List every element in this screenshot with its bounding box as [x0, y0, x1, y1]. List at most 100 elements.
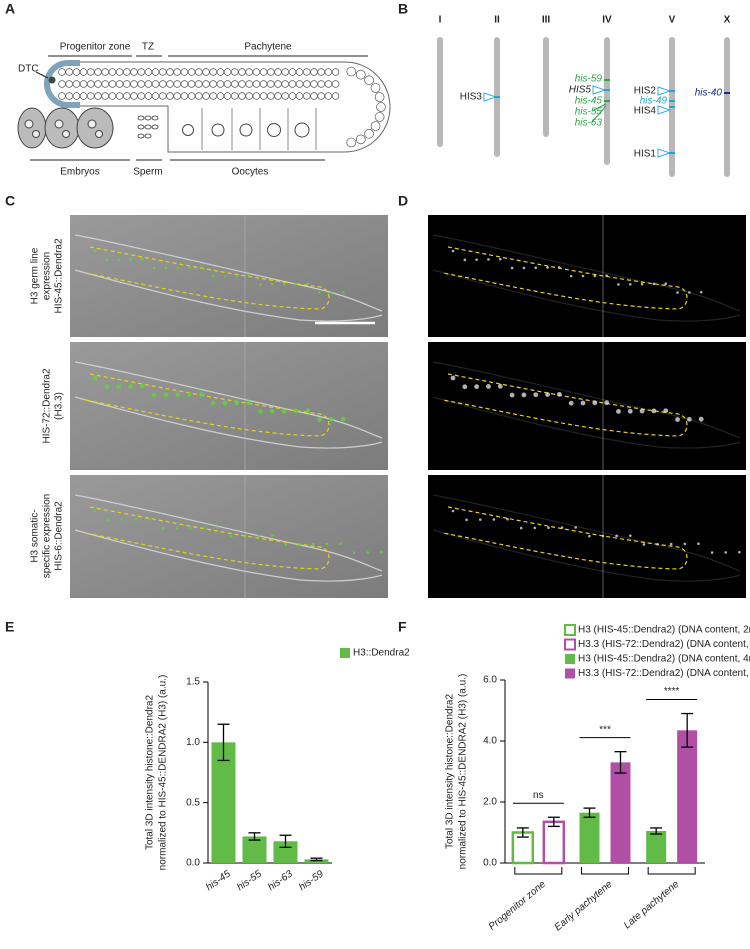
germ-cell — [370, 83, 381, 93]
significance-label: **** — [664, 686, 680, 697]
fluorescent-spot — [497, 383, 503, 389]
y-tick-label: 1.5 — [186, 677, 200, 688]
germ-cell — [130, 68, 138, 76]
micrograph — [428, 215, 746, 337]
y-axis-label: Total 3D intensity histone::Dendra2 — [145, 695, 156, 851]
germ-cell — [374, 112, 385, 122]
embryo-nucleus — [54, 119, 64, 129]
germ-cell — [123, 68, 131, 76]
micrograph — [428, 475, 746, 598]
error-bar — [310, 857, 323, 862]
embryo — [17, 107, 47, 149]
gene-label: HIS1 — [634, 149, 657, 160]
oocyte — [211, 123, 225, 137]
fluorescent-spot — [486, 384, 491, 389]
germ-cell — [310, 80, 318, 88]
germ-cell — [108, 80, 117, 88]
micrographs — [70, 215, 746, 598]
fluorescent-spot — [639, 408, 645, 414]
image-background — [70, 215, 388, 337]
chromosome-label: I — [439, 15, 442, 26]
error-bar — [248, 832, 261, 841]
gonad-outline — [442, 506, 688, 570]
y-tick-label: 4.0 — [483, 736, 497, 747]
fluorescent-spot — [498, 257, 502, 261]
germ-cell — [252, 80, 261, 88]
germ-cell — [303, 68, 311, 76]
germ-cell — [252, 68, 261, 76]
sperm — [144, 133, 152, 139]
sperm — [151, 124, 159, 130]
oocyte — [182, 124, 194, 136]
germ-cell — [195, 92, 203, 100]
group-bracket — [581, 867, 629, 875]
oocyte — [294, 122, 310, 138]
fluorescent-spot — [451, 509, 455, 513]
germ-cell — [288, 68, 297, 76]
y-tick-label: 1.0 — [186, 737, 200, 748]
panel-label: A — [5, 1, 15, 17]
fluorescent-spot — [188, 266, 191, 269]
germ-cell — [252, 92, 261, 100]
bar — [242, 836, 267, 863]
fluorescent-spot — [187, 392, 192, 397]
fluorescent-spot — [533, 526, 537, 530]
germ-cell — [216, 68, 225, 76]
fluorescent-spot — [161, 526, 165, 530]
germ-cell — [101, 92, 109, 100]
germ-cell — [346, 137, 357, 148]
germ-cell — [180, 92, 189, 100]
germ-cell — [101, 80, 109, 88]
fluorescent-spot — [534, 266, 538, 270]
x-tick-label: his-63 — [266, 868, 295, 893]
fluorescent-spot — [463, 258, 467, 262]
significance-label: ns — [533, 790, 544, 801]
fluorescent-spot — [652, 282, 656, 286]
fluorescent-spot — [366, 551, 370, 554]
germ-cell — [159, 92, 167, 100]
germ-cell — [245, 68, 253, 76]
chromosome — [437, 37, 443, 147]
embryo-nucleus — [87, 119, 97, 129]
fluorescent-spot — [284, 543, 288, 546]
fluorescent-spot — [298, 542, 301, 546]
fluorescent-spot — [330, 291, 333, 294]
germ-cell — [108, 68, 117, 76]
y-tick-label: 6.0 — [483, 675, 497, 686]
fluorescent-spot — [556, 391, 562, 397]
fluorescent-spot — [474, 384, 480, 390]
germ-cell — [310, 92, 318, 100]
gonad-outline — [442, 246, 688, 310]
group-bracket — [647, 867, 696, 875]
germ-cell — [123, 92, 131, 100]
fluorescent-spot — [698, 416, 704, 422]
error-bar — [547, 816, 560, 828]
y-axis-label: normalized to HIS-45::DENDRA2 (H3) (a.u.… — [158, 675, 169, 871]
fluorescent-spot — [663, 408, 669, 414]
bar — [610, 762, 631, 863]
row-label-line: HIS-45::Dendra2 — [54, 238, 65, 313]
germ-cell — [123, 80, 131, 88]
germ-cell — [180, 80, 189, 88]
row-label: H3 somatic- specific expression HIS-6::D… — [30, 494, 65, 578]
fluorescent-spot — [352, 551, 356, 554]
x-tick-label: his-45 — [204, 868, 233, 893]
fluorescent-spot — [104, 384, 110, 390]
panel-label: D — [398, 193, 408, 209]
germ-cell — [317, 68, 325, 76]
gonad-diagram: Progenitor zone TZ Pachytene DTC Embryos… — [17, 42, 391, 178]
germ-cell — [281, 80, 289, 88]
germ-cell — [259, 68, 268, 76]
fluorescent-spot — [198, 391, 204, 397]
fluorescent-spot — [293, 408, 299, 414]
fluorescent-spot — [259, 283, 262, 286]
bar — [579, 812, 600, 863]
fluorescent-spot — [545, 392, 550, 397]
error-bar — [279, 834, 292, 848]
germ-cell — [94, 68, 102, 76]
gene-label: his-45 — [575, 96, 603, 107]
fluorescent-spot — [311, 542, 315, 546]
germ-cell — [209, 92, 217, 100]
fluorescent-spot — [176, 266, 180, 270]
germ-cell — [331, 68, 340, 76]
